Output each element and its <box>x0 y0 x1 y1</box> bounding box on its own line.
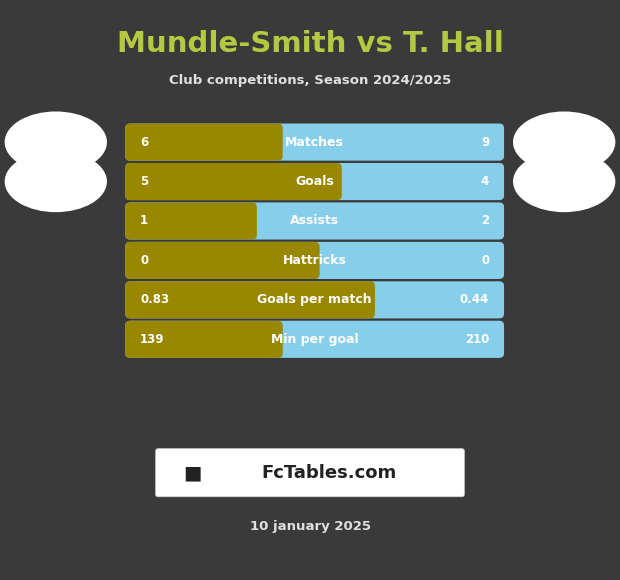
Text: 6: 6 <box>140 136 148 148</box>
Text: Goals: Goals <box>295 175 334 188</box>
Text: Goals per match: Goals per match <box>257 293 372 306</box>
Text: ■: ■ <box>183 463 202 482</box>
Text: 4: 4 <box>481 175 489 188</box>
Ellipse shape <box>4 111 107 173</box>
Text: 2: 2 <box>481 215 489 227</box>
Text: 1: 1 <box>140 215 148 227</box>
Text: 9: 9 <box>481 136 489 148</box>
Ellipse shape <box>513 111 615 173</box>
FancyBboxPatch shape <box>125 163 342 200</box>
FancyBboxPatch shape <box>125 202 504 240</box>
Text: 210: 210 <box>465 333 489 346</box>
FancyBboxPatch shape <box>125 124 283 161</box>
Text: Matches: Matches <box>285 136 344 148</box>
Text: Mundle-Smith vs T. Hall: Mundle-Smith vs T. Hall <box>117 30 503 57</box>
Text: FcTables.com: FcTables.com <box>261 463 396 482</box>
Text: Min per goal: Min per goal <box>271 333 358 346</box>
Text: Hattricks: Hattricks <box>283 254 347 267</box>
FancyBboxPatch shape <box>125 242 504 279</box>
FancyBboxPatch shape <box>125 281 375 318</box>
FancyBboxPatch shape <box>125 163 504 200</box>
Text: Assists: Assists <box>290 215 339 227</box>
Ellipse shape <box>4 151 107 212</box>
Text: 139: 139 <box>140 333 165 346</box>
Text: Club competitions, Season 2024/2025: Club competitions, Season 2024/2025 <box>169 74 451 86</box>
FancyBboxPatch shape <box>125 202 257 240</box>
Text: 10 january 2025: 10 january 2025 <box>249 520 371 533</box>
FancyBboxPatch shape <box>156 449 464 496</box>
Text: 5: 5 <box>140 175 148 188</box>
Text: 0.44: 0.44 <box>460 293 489 306</box>
FancyBboxPatch shape <box>125 321 504 358</box>
FancyBboxPatch shape <box>125 124 504 161</box>
Text: 0.83: 0.83 <box>140 293 169 306</box>
Text: 0: 0 <box>140 254 148 267</box>
FancyBboxPatch shape <box>125 242 320 279</box>
FancyBboxPatch shape <box>125 281 504 318</box>
FancyBboxPatch shape <box>125 321 283 358</box>
Text: 0: 0 <box>481 254 489 267</box>
Ellipse shape <box>513 151 615 212</box>
